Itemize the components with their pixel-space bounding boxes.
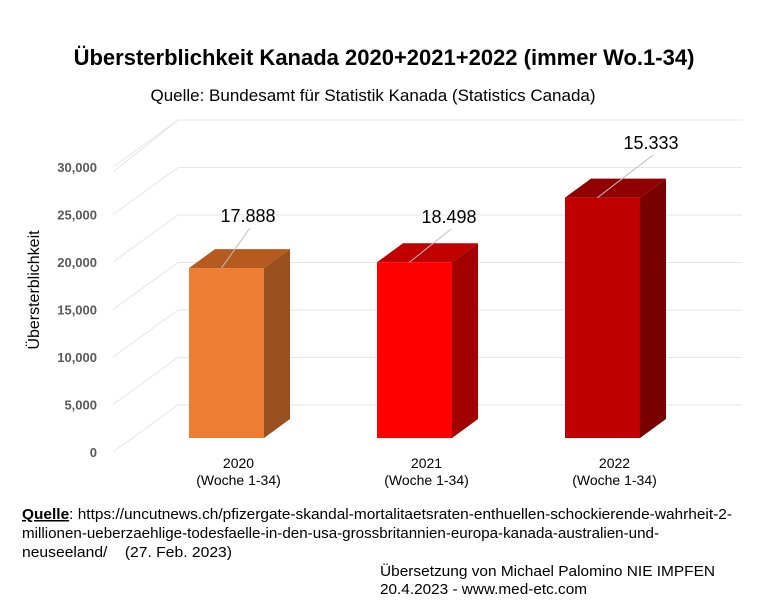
- source-line-2: millionen-ueberzaehlige-todesfaelle-in-d…: [22, 525, 659, 542]
- x-tick-sublabel: (Woche 1-34): [572, 472, 657, 488]
- translation-line-2: 20.4.2023 - www.med-etc.com: [380, 581, 587, 598]
- bars: 17.888 18.498 15.333: [189, 133, 679, 438]
- data-label: 17.888: [220, 206, 275, 226]
- source-url-part-1: : https://uncutnews.ch/pfizergate-skanda…: [69, 506, 732, 523]
- gridline-depth: [112, 167, 179, 215]
- gridline-depth: [112, 404, 179, 453]
- gridline-depth: [112, 262, 179, 310]
- y-tick-label: 15,000: [57, 303, 97, 318]
- bar-front: [377, 262, 452, 438]
- x-tick-label: 2020: [223, 455, 254, 471]
- bar-side: [452, 243, 478, 438]
- bar-front: [565, 197, 640, 438]
- chart-title: Übersterblichkeit Kanada 2020+2021+2022 …: [74, 45, 695, 70]
- source-line-1: Quelle: https://uncutnews.ch/pfizergate-…: [22, 506, 732, 523]
- x-axis: 2020(Woche 1-34)2021(Woche 1-34)2022(Woc…: [196, 455, 657, 488]
- bar-2021: 18.498: [377, 207, 478, 438]
- gridline-depth: [112, 309, 179, 358]
- x-tick-sublabel: (Woche 1-34): [384, 472, 469, 488]
- bar-top: [189, 249, 290, 269]
- gridline-depth: [112, 119, 179, 168]
- y-tick-label: 5,000: [64, 398, 97, 413]
- y-tick-label: 30,000: [57, 160, 97, 175]
- y-axis: 0 5,000 10,000 15,000 20,000 25,000 30,000: [57, 160, 97, 460]
- gridline-depth: [112, 357, 179, 405]
- x-tick-sublabel: (Woche 1-34): [196, 472, 281, 488]
- y-tick-label: 25,000: [57, 208, 97, 223]
- gridline-depth: [112, 214, 179, 263]
- translation-line-1: Übersetzung von Michael Palomino NIE IMP…: [380, 562, 715, 580]
- data-label: 18.498: [421, 207, 476, 227]
- bar-top: [377, 243, 478, 263]
- bar-side: [264, 249, 290, 438]
- x-tick-label: 2021: [411, 455, 442, 471]
- bar-2022: 15.333: [565, 133, 679, 438]
- bar-2020: 17.888: [189, 206, 290, 438]
- bar-front: [189, 268, 264, 438]
- y-axis-title: Übersterblichkeit: [25, 230, 43, 350]
- gridline-depth: [112, 119, 179, 173]
- source-label: Quelle: [22, 506, 69, 523]
- y-tick-label: 0: [90, 445, 97, 460]
- source-line-3: neuseeland/ (27. Feb. 2023): [22, 544, 232, 561]
- footer: Quelle: https://uncutnews.ch/pfizergate-…: [22, 506, 732, 598]
- data-label-leader: [597, 154, 654, 199]
- y-tick-label: 20,000: [57, 255, 97, 270]
- chart-subtitle: Quelle: Bundesamt für Statistik Kanada (…: [150, 86, 595, 105]
- data-label-leader: [409, 228, 452, 263]
- y-tick-label: 10,000: [57, 350, 97, 365]
- bar-top: [565, 178, 666, 198]
- data-label: 15.333: [623, 133, 678, 153]
- data-label-leader: [221, 227, 251, 269]
- bar-side: [640, 178, 666, 438]
- x-tick-label: 2022: [599, 455, 630, 471]
